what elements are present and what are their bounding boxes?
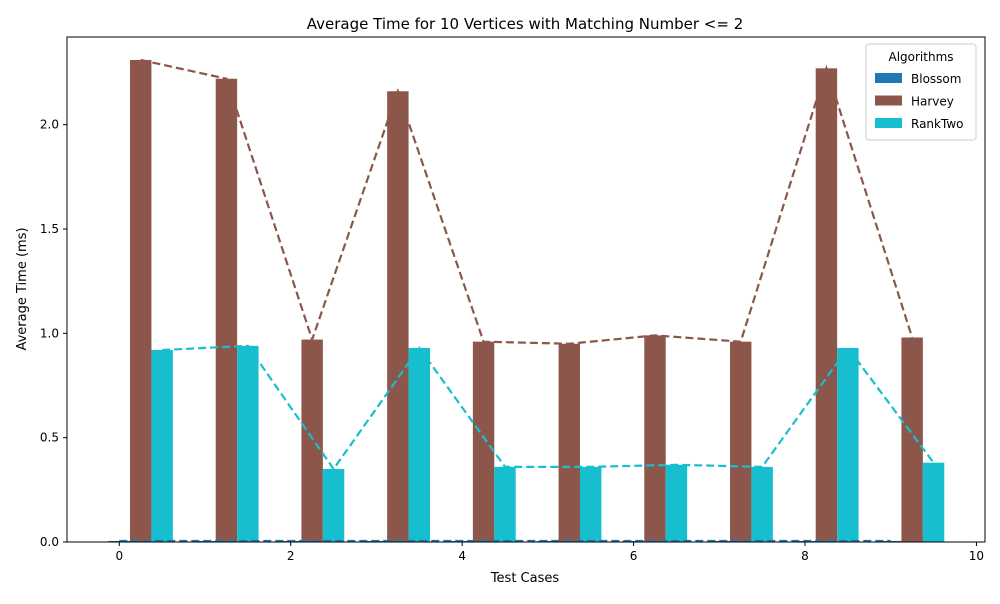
bar-ranktwo-8: [837, 347, 859, 542]
axes-frame: [66, 36, 986, 543]
bar-blossom-6: [622, 540, 645, 542]
y-tick-label-3: 1.5: [40, 222, 59, 236]
bar-harvey-4: [472, 341, 495, 542]
legend-label-harvey: Harvey: [911, 95, 954, 109]
y-tick-label-0: 0.0: [40, 535, 59, 549]
y-tick-label-1: 0.5: [40, 431, 59, 445]
legend-label-ranktwo: RankTwo: [911, 117, 963, 131]
x-tick-label-4: 4: [458, 549, 466, 563]
legend-label-blossom: Blossom: [911, 72, 961, 86]
bar-ranktwo-5: [580, 466, 602, 542]
y-tick-label-4: 2.0: [40, 118, 59, 132]
legend-swatch-blossom: [875, 73, 902, 83]
bar-blossom-5: [537, 540, 559, 542]
bar-ranktwo-6: [665, 464, 688, 542]
legend-swatch-harvey: [875, 95, 902, 106]
bar-ranktwo-4: [494, 466, 516, 542]
bar-ranktwo-0: [151, 350, 173, 542]
bar-ranktwo-7: [751, 466, 773, 542]
trend-line-harvey: [140, 58, 914, 345]
x-tick-label-2: 2: [287, 549, 295, 563]
trend-line-ranktwo: [162, 344, 935, 471]
bar-harvey-9: [901, 337, 923, 542]
bar-harvey-1: [215, 78, 238, 542]
bar-harvey-2: [301, 339, 323, 542]
legend: Algorithms Blossom Harvey RankTwo: [865, 43, 977, 141]
x-tick-label-8: 8: [801, 549, 809, 563]
bar-harvey-3: [387, 91, 409, 542]
bar-harvey-7: [730, 341, 752, 542]
x-axis-label: Test Cases: [490, 571, 560, 586]
legend-swatch-ranktwo: [875, 118, 902, 128]
bar-harvey-8: [815, 68, 838, 543]
bar-ranktwo-1: [237, 345, 259, 542]
y-tick-label-2: 1.0: [40, 326, 59, 340]
bar-ranktwo-9: [922, 462, 945, 542]
bar-ranktwo-2: [322, 468, 345, 542]
bar-harvey-6: [644, 335, 666, 542]
bar-ranktwo-3: [408, 347, 430, 542]
bar-harvey-5: [558, 343, 580, 542]
y-axis-label: Average Time (ms): [15, 227, 30, 350]
legend-title: Algorithms: [888, 50, 953, 64]
chart-title: Average Time for 10 Vertices with Matchi…: [307, 15, 744, 33]
x-tick-label-0: 0: [115, 549, 123, 563]
x-tick-label-10: 10: [969, 549, 984, 563]
legend-box: [865, 43, 977, 141]
plot-area: 0 2 4 6 8 10 0.0 0.5 1.0 1.5 2.0: [40, 36, 986, 563]
x-tick-label-6: 6: [630, 549, 638, 563]
bar-harvey-0: [130, 59, 152, 543]
